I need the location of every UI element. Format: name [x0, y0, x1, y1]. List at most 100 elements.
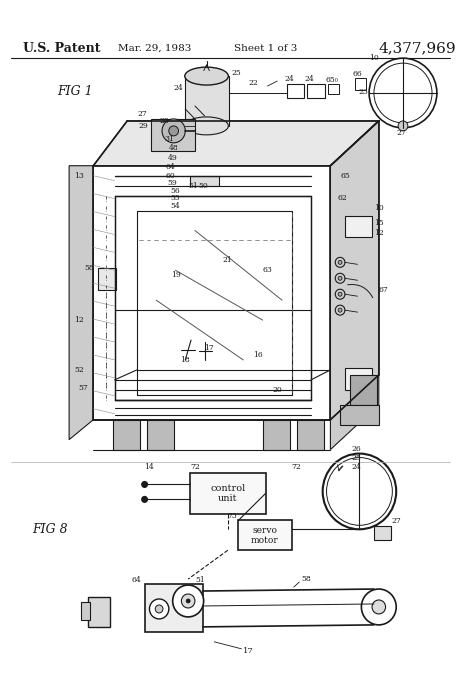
Ellipse shape [185, 67, 228, 85]
Text: 24: 24 [352, 463, 362, 470]
Text: 64: 64 [166, 163, 176, 171]
Text: 51: 51 [195, 576, 205, 584]
Circle shape [186, 599, 190, 603]
Text: 67: 67 [379, 286, 389, 294]
Bar [98, 269, 116, 290]
Text: 66: 66 [353, 70, 363, 78]
Circle shape [369, 58, 437, 128]
Text: 24: 24 [285, 75, 295, 83]
Text: 62: 62 [337, 193, 347, 202]
Bar [374, 526, 392, 540]
Text: FIG 1: FIG 1 [57, 84, 93, 97]
Bar [263, 420, 290, 450]
Polygon shape [330, 375, 379, 450]
Text: 17: 17 [243, 647, 254, 655]
Text: 25: 25 [352, 454, 362, 461]
Text: U.S. Patent: U.S. Patent [23, 42, 100, 55]
Text: 54: 54 [171, 202, 181, 209]
Text: 12: 12 [374, 230, 384, 237]
Text: 51: 51 [188, 182, 198, 189]
Bar [190, 473, 265, 514]
Text: 4,377,969: 4,377,969 [379, 41, 456, 55]
Text: 15: 15 [374, 219, 384, 226]
Bar [89, 597, 110, 627]
Text: 16: 16 [253, 351, 263, 359]
Bar [307, 84, 325, 98]
Circle shape [162, 119, 185, 143]
Text: Mar. 29, 1983: Mar. 29, 1983 [118, 44, 191, 53]
Polygon shape [330, 121, 379, 420]
Circle shape [142, 496, 147, 503]
Text: FIG 8: FIG 8 [32, 523, 68, 536]
Circle shape [372, 600, 385, 614]
Text: 27: 27 [396, 129, 406, 137]
Text: 31: 31 [164, 135, 174, 143]
Circle shape [169, 126, 179, 136]
Bar [113, 420, 140, 450]
Circle shape [149, 599, 169, 619]
Text: control
unit: control unit [210, 484, 246, 503]
Circle shape [338, 308, 342, 312]
Ellipse shape [185, 117, 228, 135]
Text: 20: 20 [273, 386, 282, 394]
Circle shape [398, 121, 408, 131]
Circle shape [142, 482, 147, 487]
Circle shape [173, 585, 204, 617]
Text: 58: 58 [84, 264, 94, 272]
Circle shape [323, 454, 396, 529]
Text: 48: 48 [169, 144, 179, 152]
Text: 26: 26 [352, 445, 362, 452]
Text: 72: 72 [190, 463, 200, 470]
Text: 65: 65 [340, 172, 350, 180]
Bar [185, 76, 229, 126]
Text: 24: 24 [304, 75, 314, 83]
Text: 58: 58 [301, 575, 311, 583]
Text: 25: 25 [232, 69, 241, 77]
Text: 19: 19 [171, 271, 181, 279]
Text: 73: 73 [228, 512, 237, 521]
Bar [287, 84, 304, 98]
Text: Sheet 1 of 3: Sheet 1 of 3 [234, 44, 297, 53]
Text: 63: 63 [263, 267, 273, 274]
Circle shape [155, 605, 163, 613]
Bar [145, 584, 203, 632]
Text: 65₀: 65₀ [326, 76, 338, 84]
Polygon shape [69, 166, 93, 440]
Bar [328, 84, 339, 94]
Text: 13: 13 [74, 172, 83, 180]
Circle shape [338, 292, 342, 296]
Circle shape [361, 589, 396, 625]
Bar [238, 521, 292, 551]
Text: servo
motor: servo motor [251, 525, 279, 545]
Bar [190, 175, 219, 186]
Bar [81, 602, 91, 620]
Text: 57: 57 [79, 383, 89, 392]
Bar [340, 405, 379, 425]
Text: 14: 14 [144, 463, 154, 470]
Bar [297, 420, 324, 450]
Text: 50: 50 [199, 182, 209, 189]
Text: 18: 18 [181, 356, 190, 364]
Circle shape [338, 276, 342, 280]
Bar [350, 375, 377, 405]
Text: 23: 23 [358, 88, 368, 96]
Circle shape [182, 594, 195, 608]
Text: 29: 29 [139, 122, 148, 130]
Text: 56: 56 [171, 187, 181, 195]
Text: 60: 60 [166, 172, 176, 180]
Text: 10: 10 [369, 54, 379, 62]
Polygon shape [93, 121, 379, 166]
Bar [345, 216, 372, 237]
Bar [345, 368, 372, 390]
Text: 49: 49 [168, 154, 178, 161]
Bar [355, 78, 366, 90]
Text: 27: 27 [392, 517, 401, 525]
Text: 59: 59 [168, 179, 178, 187]
Text: 24: 24 [173, 84, 183, 92]
Text: 27: 27 [138, 110, 147, 118]
Text: 72: 72 [292, 463, 301, 470]
Text: 28: 28 [159, 117, 169, 125]
Text: 10: 10 [374, 203, 384, 212]
Text: 52: 52 [74, 366, 83, 374]
Text: 22: 22 [248, 79, 258, 87]
